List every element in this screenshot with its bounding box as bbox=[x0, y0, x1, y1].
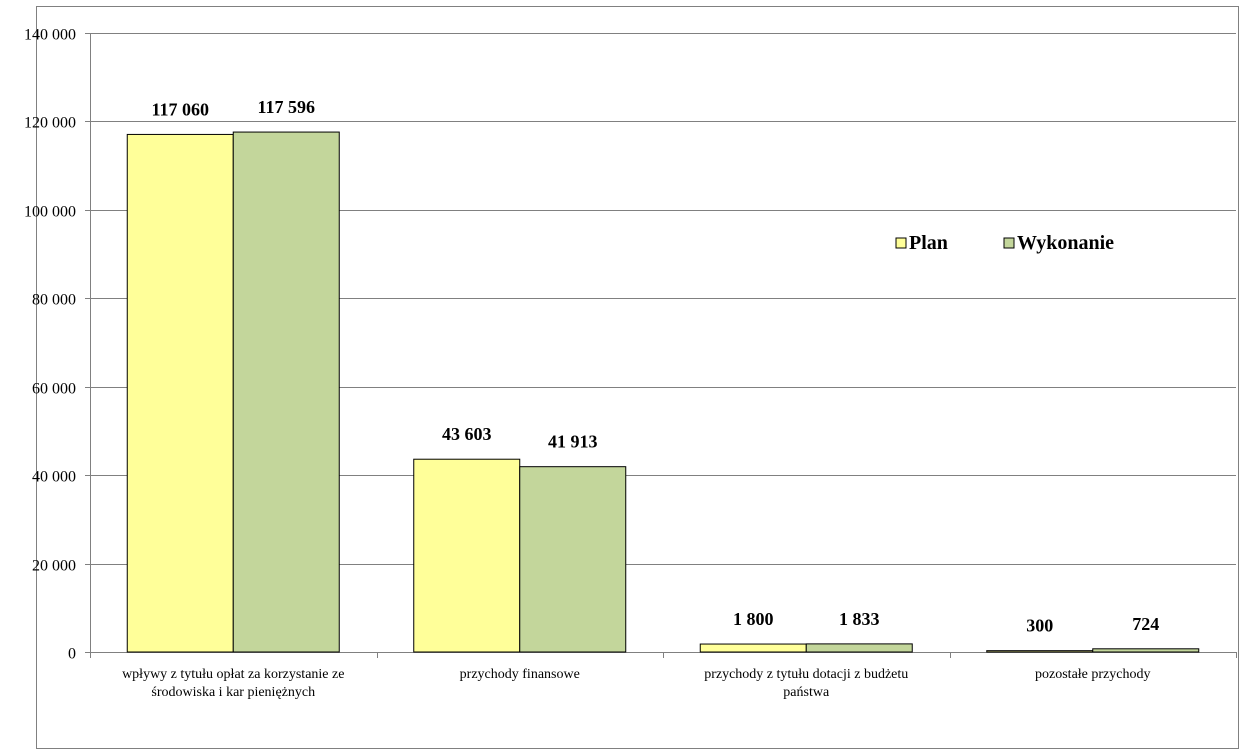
y-tick-label: 100 000 bbox=[24, 204, 76, 221]
data-label: 41 913 bbox=[548, 432, 598, 452]
legend-label-wykonanie: Wykonanie bbox=[1017, 232, 1114, 254]
bar-plan-1[interactable] bbox=[413, 458, 521, 653]
category-label: przychody z tytułu dotacji z budżetu bbox=[704, 667, 908, 682]
category-label: pozostałe przychody bbox=[1035, 667, 1150, 682]
y-tick-label: 60 000 bbox=[32, 381, 76, 398]
y-tick-label: 140 000 bbox=[24, 27, 76, 44]
y-tick-label: 40 000 bbox=[32, 469, 76, 486]
bar-wykonanie-1[interactable] bbox=[519, 466, 627, 653]
y-tick-label: 0 bbox=[68, 646, 76, 663]
data-label: 117 596 bbox=[257, 97, 315, 117]
legend-label-plan: Plan bbox=[909, 232, 948, 254]
bar-plan-0[interactable] bbox=[126, 133, 234, 653]
bar-wykonanie-0[interactable] bbox=[232, 131, 340, 653]
bar-wykonanie-3[interactable] bbox=[1092, 648, 1200, 653]
category-label: środowiska i kar pieniężnych bbox=[151, 685, 315, 700]
legend-swatch-wykonanie bbox=[1003, 237, 1015, 249]
data-label: 1 833 bbox=[839, 609, 880, 629]
bar-plan-3[interactable] bbox=[986, 650, 1094, 653]
bar-wykonanie-2[interactable] bbox=[805, 643, 913, 653]
y-tick-label: 20 000 bbox=[32, 558, 76, 575]
data-label: 300 bbox=[1026, 616, 1053, 636]
category-label: wpływy z tytułu opłat za korzystanie ze bbox=[122, 667, 344, 682]
data-label: 724 bbox=[1132, 614, 1159, 634]
y-tick-label: 120 000 bbox=[24, 115, 76, 132]
legend-swatch-plan bbox=[895, 237, 907, 249]
data-label: 1 800 bbox=[733, 609, 774, 629]
category-label: przychody finansowe bbox=[460, 667, 580, 682]
bar-plan-2[interactable] bbox=[699, 643, 807, 653]
data-label: 117 060 bbox=[151, 99, 209, 119]
y-tick-label: 80 000 bbox=[32, 292, 76, 309]
category-label: państwa bbox=[783, 685, 830, 700]
data-label: 43 603 bbox=[442, 424, 492, 444]
